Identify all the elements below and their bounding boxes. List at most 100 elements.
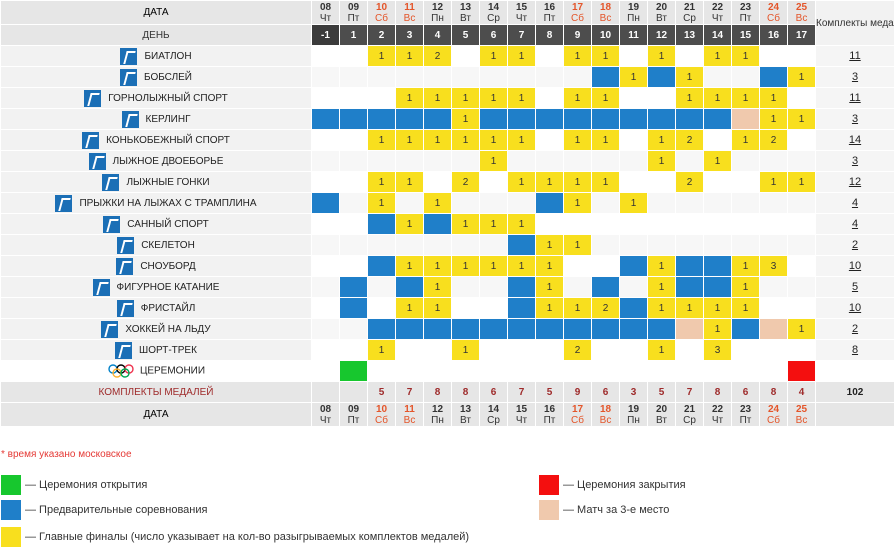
medals-per-day: 8 (703, 381, 732, 403)
sport-name[interactable]: СКЕЛЕТОН (141, 239, 195, 251)
final-cell: 1 (367, 171, 396, 193)
sport-name-cell[interactable]: САННЫЙ СПОРТ (0, 213, 312, 235)
medal-total-link[interactable]: 3 (851, 155, 859, 167)
sport-name-cell[interactable]: БОБСЛЕЙ (0, 66, 312, 88)
sport-name-cell[interactable]: ПРЫЖКИ НА ЛЫЖАХ С ТРАМПЛИНА (0, 192, 312, 214)
date-number: 13 (459, 403, 472, 415)
sport-name[interactable]: КОНЬКОБЕЖНЫЙ СПОРТ (106, 134, 230, 146)
sport-name[interactable]: САННЫЙ СПОРТ (127, 218, 209, 230)
sport-name-cell[interactable]: ЛЫЖНЫЕ ГОНКИ (0, 171, 312, 193)
final-cell: 1 (423, 297, 452, 319)
date-number: 16 (543, 1, 556, 13)
prelim-cell (619, 108, 648, 130)
legend-closing-label: — Церемония закрытия (563, 479, 686, 491)
final-cell: 1 (759, 171, 788, 193)
weekday: Сб (375, 414, 388, 426)
sport-name-cell[interactable]: ШОРТ-ТРЕК (0, 339, 312, 361)
weekday: Пн (431, 414, 444, 426)
final-cell: 1 (451, 339, 480, 361)
sport-name[interactable]: ГОРНОЛЫЖНЫЙ СПОРТ (108, 92, 228, 104)
schedule-cell (563, 276, 592, 298)
schedule-cell (759, 276, 788, 298)
sport-name[interactable]: КЕРЛИНГ (145, 113, 191, 125)
date-cell: 23 Пт (731, 402, 760, 427)
date-cell: 19 Пн (619, 402, 648, 427)
sport-name[interactable]: БОБСЛЕЙ (144, 71, 192, 83)
medal-total-link[interactable]: 2 (851, 323, 859, 335)
schedule-cell (619, 276, 648, 298)
sport-name-cell[interactable]: ФРИСТАЙЛ (0, 297, 312, 319)
day-number: 17 (787, 24, 816, 46)
schedule-cell (787, 213, 816, 235)
figure-skating-icon (92, 278, 110, 296)
date-cell: 24 Сб (759, 0, 788, 25)
date-cell: 23 Пт (731, 0, 760, 25)
sport-name-cell[interactable]: КОНЬКОБЕЖНЫЙ СПОРТ (0, 129, 312, 151)
date-number: 19 (627, 403, 640, 415)
medal-total-link[interactable]: 2 (851, 239, 859, 251)
prelim-cell (675, 276, 704, 298)
medal-total-link[interactable]: 3 (851, 113, 859, 125)
sport-name-cell[interactable]: БИАТЛОН (0, 45, 312, 67)
schedule-cell (731, 339, 760, 361)
schedule-cell (395, 339, 424, 361)
final-cell: 1 (479, 150, 508, 172)
weekday: Пт (543, 12, 556, 24)
medal-total-link[interactable]: 11 (849, 50, 861, 62)
medal-total-link[interactable]: 14 (848, 134, 862, 146)
date-number: 10 (375, 403, 388, 415)
medal-total-link[interactable]: 8 (851, 344, 859, 356)
sport-row: ХОККЕЙ НА ЛЬДУ 1 1 2 (0, 318, 894, 340)
sport-name-cell[interactable]: КЕРЛИНГ (0, 108, 312, 130)
date-cell: 13 Вт (451, 0, 480, 25)
weekday: Пт (347, 414, 360, 426)
sport-name[interactable]: ХОККЕЙ НА ЛЬДУ (125, 323, 211, 335)
weekday: Чт (515, 414, 528, 426)
day-number: 11 (619, 24, 648, 46)
timezone-note: * время указано московское (1, 449, 132, 460)
sport-name[interactable]: ЛЫЖНЫЕ ГОНКИ (126, 176, 210, 188)
date-number: 09 (347, 1, 360, 13)
final-cell: 1 (507, 171, 536, 193)
sport-name[interactable]: БИАТЛОН (144, 50, 192, 62)
medal-total-link[interactable]: 4 (851, 197, 859, 209)
medal-total-link[interactable]: 12 (848, 176, 862, 188)
final-cell: 1 (535, 171, 564, 193)
medal-total-link[interactable]: 10 (848, 302, 862, 314)
sport-name[interactable]: ФРИСТАЙЛ (140, 302, 196, 314)
sport-name[interactable]: СНОУБОРД (140, 260, 196, 272)
schedule-cell (339, 255, 368, 277)
medal-total-link[interactable]: 10 (848, 260, 862, 272)
sport-name[interactable]: ЛЫЖНОЕ ДВОЕБОРЬЕ (112, 155, 224, 167)
sport-name-cell[interactable]: ГОРНОЛЫЖНЫЙ СПОРТ (0, 87, 312, 109)
schedule-cell (339, 129, 368, 151)
ceremony-cell (675, 360, 704, 382)
date-footer-row: ДАТА 08 Чт 09 Пт 10 Сб 11 Вс 12 Пн 13 Вт 14 Ср 15 Чт 16 Пт… (0, 402, 894, 427)
prelim-cell (647, 108, 676, 130)
weekday: Чт (515, 12, 528, 24)
final-cell: 1 (563, 297, 592, 319)
sport-name-cell[interactable]: ЛЫЖНОЕ ДВОЕБОРЬЕ (0, 150, 312, 172)
medal-total-link[interactable]: 11 (849, 92, 861, 104)
ceremony-cell (423, 360, 452, 382)
sport-name-cell[interactable]: СНОУБОРД (0, 255, 312, 277)
day-number: 10 (591, 24, 620, 46)
medal-total-link[interactable]: 4 (851, 218, 859, 230)
sport-name[interactable]: ПРЫЖКИ НА ЛЫЖАХ С ТРАМПЛИНА (79, 197, 257, 209)
sport-name[interactable]: ШОРТ-ТРЕК (139, 344, 197, 356)
sport-name-cell[interactable]: СКЕЛЕТОН (0, 234, 312, 256)
sport-name-cell[interactable]: ФИГУРНОЕ КАТАНИЕ (0, 276, 312, 298)
prelim-cell (423, 318, 452, 340)
schedule-cell (675, 339, 704, 361)
final-cell: 1 (647, 255, 676, 277)
medals-per-day: 8 (451, 381, 480, 403)
sport-row: СНОУБОРД 1 1 1 1 1 1 1 1 3 10 (0, 255, 894, 277)
schedule-cell (619, 171, 648, 193)
sport-name-cell[interactable]: ХОККЕЙ НА ЛЬДУ (0, 318, 312, 340)
date-cell: 15 Чт (507, 402, 536, 427)
final-cell: 1 (703, 297, 732, 319)
sport-name[interactable]: ФИГУРНОЕ КАТАНИЕ (116, 281, 220, 293)
medal-total-link[interactable]: 3 (851, 71, 859, 83)
schedule-cell (423, 66, 452, 88)
medal-total-link[interactable]: 5 (851, 281, 859, 293)
